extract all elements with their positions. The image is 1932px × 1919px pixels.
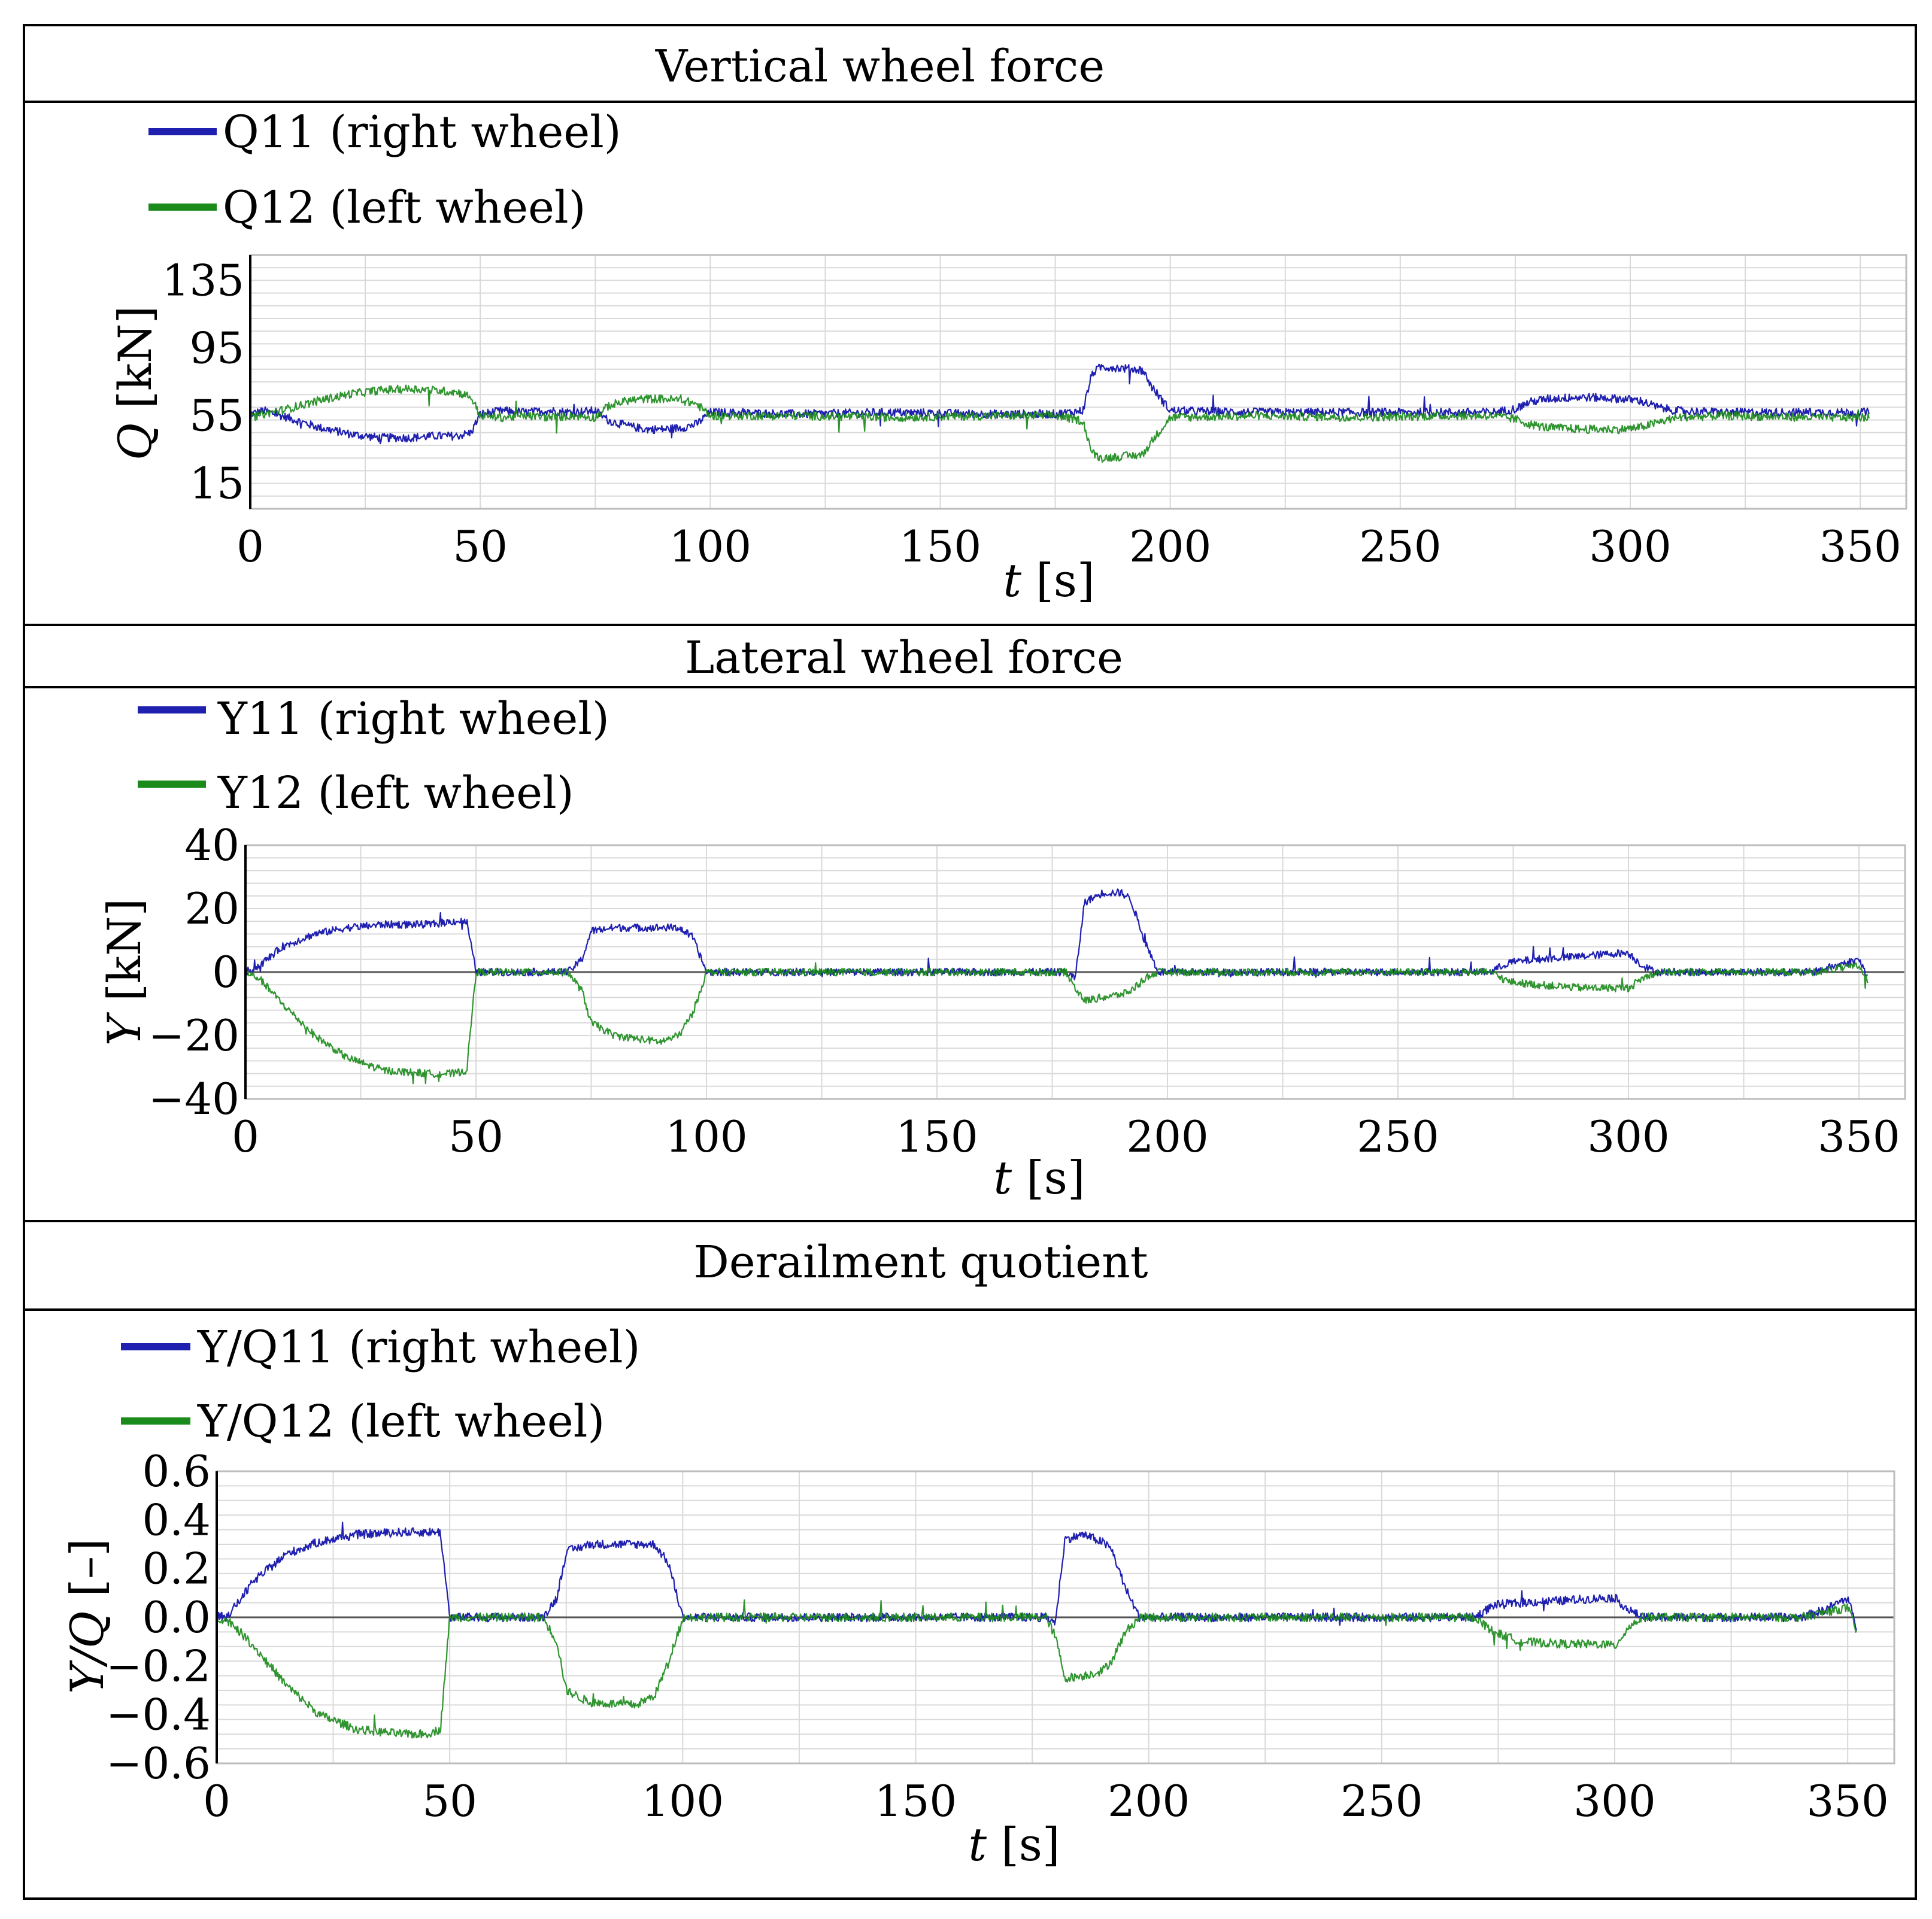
x-tick-labels: 0 50 100 150 200 250 300 350 <box>232 1112 1900 1162</box>
x-tick-label: 300 <box>1573 1776 1655 1826</box>
y-tick-label: −0.4 <box>106 1690 211 1740</box>
legend-label-left-wheel: Q12 (left wheel) <box>223 182 586 233</box>
data-lines <box>244 888 1869 1085</box>
data-lines <box>216 1522 1858 1739</box>
x-tick-label: 250 <box>1340 1776 1423 1826</box>
x-tick-label: 150 <box>896 1112 978 1162</box>
panel-title: Derailment quotient <box>693 1237 1148 1288</box>
plot-area: 0 50 100 150 200 250 300 350 −40 −20 0 20 40 <box>148 820 1906 1162</box>
legend-label-right-wheel: Q11 (right wheel) <box>223 107 621 158</box>
panel-lateral-force: Lateral wheel force Y11 (right wheel) Y1… <box>98 632 1906 1204</box>
x-tick-label: 50 <box>448 1112 504 1162</box>
plot-area: 0 50 100 150 200 250 300 350 15 55 95 135 <box>162 254 1907 572</box>
y-tick-label: 0.6 <box>142 1446 211 1496</box>
y-tick-label: −20 <box>148 1010 239 1061</box>
y-axis-label: Y/Q [–] <box>60 1538 114 1694</box>
legend-label-left-wheel: Y/Q12 (left wheel) <box>197 1396 605 1447</box>
x-tick-label: 350 <box>1806 1776 1888 1826</box>
y-axis-label: Y [kN] <box>98 898 151 1046</box>
y-tick-label: 20 <box>184 883 239 934</box>
y-tick-label: 55 <box>189 391 244 441</box>
x-axis-label: t [s] <box>1003 554 1094 607</box>
grid <box>250 254 1906 509</box>
series-line-y12 <box>245 962 1869 1085</box>
series-line-q12 <box>249 384 1870 463</box>
legend-label-right-wheel: Y/Q11 (right wheel) <box>197 1322 640 1373</box>
x-tick-label: 50 <box>422 1776 477 1826</box>
series-line-yq12 <box>216 1599 1858 1739</box>
y-tick-labels: 15 55 95 135 <box>162 255 244 508</box>
data-lines <box>249 363 1870 463</box>
panel-title: Lateral wheel force <box>685 632 1123 684</box>
y-tick-label: −0.2 <box>106 1641 211 1691</box>
y-tick-label: −40 <box>148 1074 239 1124</box>
y-tick-label: 95 <box>189 323 244 373</box>
x-tick-label: 200 <box>1129 521 1211 572</box>
x-tick-label: 50 <box>453 521 508 572</box>
x-tick-label: 100 <box>669 521 751 572</box>
x-tick-label: 200 <box>1108 1776 1190 1826</box>
x-axis-label: t [s] <box>993 1151 1085 1204</box>
panel-derailment-quotient: Derailment quotient Y/Q11 (right wheel) … <box>60 1237 1895 1871</box>
x-tick-label: 150 <box>875 1776 957 1826</box>
legend: Y/Q11 (right wheel) Y/Q12 (left wheel) <box>121 1322 640 1447</box>
panel-vertical-force: Vertical wheel force Q11 (right wheel) Q… <box>108 41 1907 607</box>
y-tick-label: −0.6 <box>106 1738 211 1789</box>
x-tick-label: 350 <box>1819 521 1901 572</box>
x-tick-label: 0 <box>203 1776 230 1826</box>
x-tick-label: 200 <box>1126 1112 1208 1162</box>
x-tick-labels: 0 50 100 150 200 250 300 350 <box>236 521 1901 572</box>
x-tick-label: 0 <box>236 521 264 572</box>
x-tick-label: 250 <box>1359 521 1441 572</box>
x-tick-label: 250 <box>1357 1112 1439 1162</box>
y-tick-label: 15 <box>189 459 244 509</box>
y-axis-label: Q [kN] <box>108 306 162 460</box>
x-tick-label: 350 <box>1818 1112 1900 1162</box>
legend-label-left-wheel: Y12 (left wheel) <box>217 767 574 819</box>
y-tick-label: 0.0 <box>142 1592 211 1642</box>
y-tick-label: 40 <box>184 820 239 870</box>
y-tick-labels: −40 −20 0 20 40 <box>148 820 239 1124</box>
y-tick-label: 0.2 <box>142 1544 211 1594</box>
plot-area: 0 50 100 150 200 250 300 350 −0.6−0.4−0.20.00.2… <box>106 1446 1895 1826</box>
x-tick-label: 100 <box>665 1112 747 1162</box>
legend: Y11 (right wheel) Y12 (left wheel) <box>138 693 609 819</box>
y-tick-label: 0 <box>212 947 239 997</box>
x-tick-label: 100 <box>642 1776 724 1826</box>
x-tick-label: 300 <box>1589 521 1671 572</box>
x-tick-label: 0 <box>232 1112 259 1162</box>
y-tick-label: 135 <box>162 255 244 305</box>
legend: Q11 (right wheel) Q12 (left wheel) <box>148 107 621 233</box>
series-line-q11 <box>250 363 1870 445</box>
legend-label-right-wheel: Y11 (right wheel) <box>217 693 609 745</box>
x-tick-label: 150 <box>899 521 981 572</box>
panel-title: Vertical wheel force <box>655 41 1105 92</box>
x-tick-labels: 0 50 100 150 200 250 300 350 <box>203 1776 1889 1826</box>
x-axis-label: t [s] <box>968 1818 1060 1871</box>
x-tick-label: 300 <box>1587 1112 1669 1162</box>
y-tick-labels: −0.6−0.4−0.20.00.20.40.6 <box>106 1446 211 1789</box>
y-tick-label: 0.4 <box>142 1495 211 1545</box>
